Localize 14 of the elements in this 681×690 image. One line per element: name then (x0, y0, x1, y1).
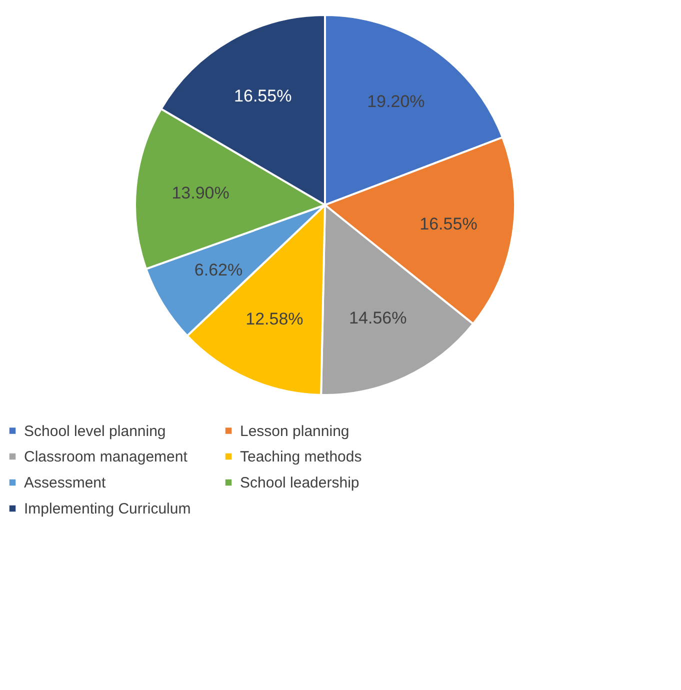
data-label: 14.56% (349, 308, 407, 328)
data-label: 19.20% (367, 92, 425, 112)
data-label: 12.58% (246, 309, 304, 328)
legend-label: Teaching methods (240, 448, 362, 466)
data-label: 6.62% (194, 260, 243, 280)
data-label: 13.90% (172, 183, 230, 202)
legend-label: Implementing Curriculum (24, 500, 191, 518)
legend-label: Classroom management (24, 448, 188, 466)
data-label: 16.55% (234, 86, 292, 106)
legend-label: School level planning (24, 422, 166, 440)
legend-label: Lesson planning (240, 422, 350, 440)
legend-label: Assessment (24, 474, 107, 492)
data-label: 16.55% (420, 214, 478, 234)
legend-label: School leadership (240, 474, 360, 492)
